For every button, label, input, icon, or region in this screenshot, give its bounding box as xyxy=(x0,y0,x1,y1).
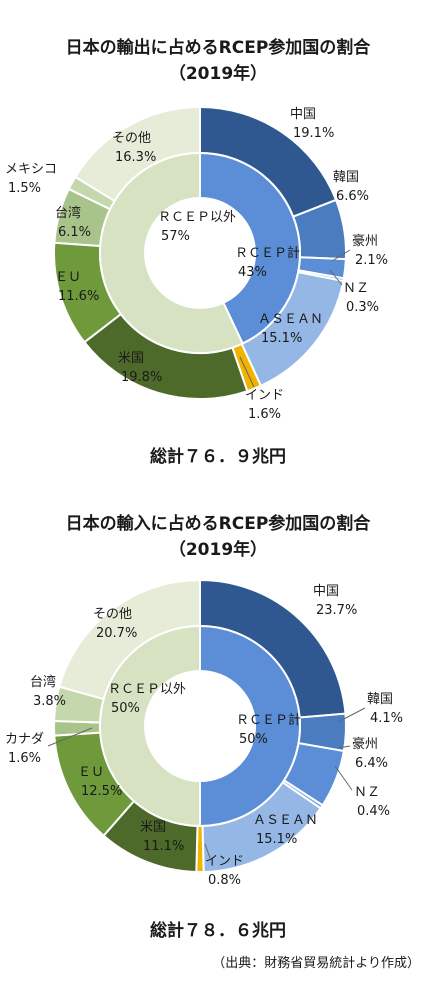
outer-value-1: 4.1% xyxy=(370,711,403,726)
outer-label-9: メキシコ xyxy=(5,162,57,177)
outer-label-10: その他 xyxy=(112,131,151,146)
export-chart-title: 日本の輸出に占めるRCEP参加国の割合 xyxy=(65,38,371,58)
outer-label-6: 米国 xyxy=(118,351,144,366)
outer-leader-3 xyxy=(334,765,353,791)
outer-value-10: 20.7% xyxy=(96,626,137,641)
outer-label-8: カナダ xyxy=(5,732,44,747)
outer-label-8: 台湾 xyxy=(55,205,81,221)
outer-value-0: 19.1% xyxy=(293,126,334,141)
outer-value-1: 6.6% xyxy=(336,189,369,204)
import-total: 総計７８．６兆円 xyxy=(150,921,286,941)
outer-value-5: 1.6% xyxy=(248,407,281,422)
outer-label-10: その他 xyxy=(93,607,132,622)
export-donut-chart: 中国 19.1% 韓国 6.6% 豪州 2.1% ＮＺ 0.3% ＡＳＥＡＮ 15.1% インド 1.… xyxy=(5,105,388,422)
outer-value-9: 3.8% xyxy=(33,694,66,709)
outer-leader-2 xyxy=(337,745,351,749)
outer-value-6: 19.8% xyxy=(121,370,162,385)
inner-value-1: 50% xyxy=(111,701,140,716)
outer-value-2: 6.4% xyxy=(355,756,388,771)
outer-value-5: 0.8% xyxy=(208,873,241,888)
outer-leader-2 xyxy=(331,249,351,262)
outer-value-7: 12.5% xyxy=(81,784,122,799)
outer-leader-3 xyxy=(329,269,343,286)
outer-value-3: 0.3% xyxy=(346,300,379,315)
outer-value-4: 15.1% xyxy=(261,331,302,346)
outer-value-7: 11.6% xyxy=(58,289,99,304)
outer-label-7: ＥＵ xyxy=(55,270,81,285)
outer-label-4: ＡＳＥＡＮ xyxy=(258,312,323,327)
export-chart-subtitle: （2019年） xyxy=(168,64,268,84)
outer-label-1: 韓国 xyxy=(333,170,359,185)
inner-label-1: ＲＣＥＰ以外 xyxy=(158,210,236,225)
outer-value-8: 1.6% xyxy=(8,751,41,766)
inner-value-0: 50% xyxy=(239,732,268,747)
outer-label-9: 台湾 xyxy=(30,674,56,690)
inner-value-1: 57% xyxy=(161,229,190,244)
outer-leader-5 xyxy=(204,843,211,859)
inner-label-0: ＲＣＥＰ計 xyxy=(235,245,300,261)
outer-leader-8 xyxy=(47,727,93,747)
outer-label-6: 米国 xyxy=(140,820,166,835)
import-donut-chart: 中国 23.7% 韓国 4.1% 豪州 6.4% ＮＺ 0.4% ＡＳＥＡＮ 15.1% インド 0.… xyxy=(5,578,403,888)
outer-label-7: ＥＵ xyxy=(78,765,104,780)
import-chart-title: 日本の輸入に占めるRCEP参加国の割合 xyxy=(65,514,371,534)
outer-label-5: インド xyxy=(205,854,244,869)
outer-value-4: 15.1% xyxy=(256,832,297,847)
outer-value-10: 16.3% xyxy=(115,150,156,165)
inner-label-0: ＲＣＥＰ計 xyxy=(236,712,301,728)
outer-label-3: ＮＺ xyxy=(343,281,369,296)
outer-value-8: 6.1% xyxy=(58,225,91,240)
import-chart-subtitle: （2019年） xyxy=(168,540,268,560)
outer-value-9: 1.5% xyxy=(8,181,41,196)
outer-leader-5 xyxy=(239,356,255,388)
outer-label-2: 豪州 xyxy=(352,233,378,249)
outer-label-3: ＮＺ xyxy=(354,785,380,800)
outer-value-2: 2.1% xyxy=(355,253,388,268)
donut-hole xyxy=(145,198,255,308)
outer-value-3: 0.4% xyxy=(357,804,390,819)
outer-label-1: 韓国 xyxy=(367,692,393,707)
inner-label-1: ＲＣＥＰ以外 xyxy=(108,682,186,697)
outer-label-4: ＡＳＥＡＮ xyxy=(253,813,318,828)
inner-value-0: 43% xyxy=(238,265,267,280)
source-note: （出典：財務省貿易統計より作成） xyxy=(212,956,420,971)
outer-label-0: 中国 xyxy=(290,107,316,122)
outer-label-5: インド xyxy=(245,388,284,403)
outer-leader-1 xyxy=(339,707,366,722)
outer-label-0: 中国 xyxy=(313,584,339,599)
outer-value-6: 11.1% xyxy=(143,839,184,854)
outer-label-2: 豪州 xyxy=(352,736,378,752)
outer-value-0: 23.7% xyxy=(316,603,357,618)
export-total: 総計７６．９兆円 xyxy=(150,447,286,467)
donut-hole xyxy=(145,671,255,781)
